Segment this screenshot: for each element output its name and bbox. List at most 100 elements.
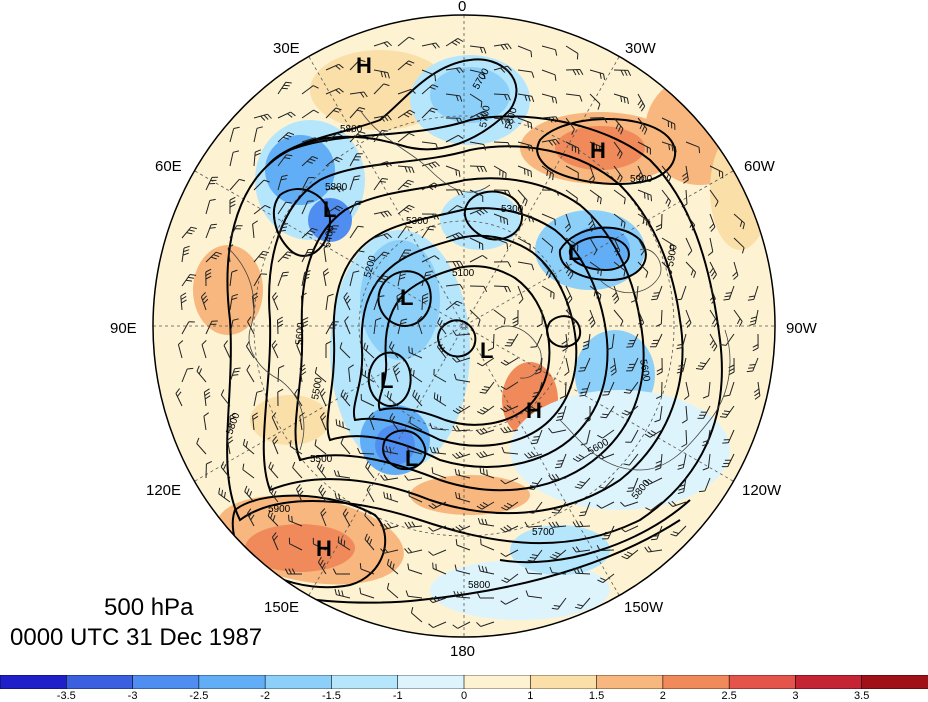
wind-barb-flag	[320, 487, 325, 494]
wind-barb-flag	[348, 364, 354, 369]
wind-barb-flag	[573, 567, 577, 574]
wind-barb-flag	[723, 394, 730, 397]
wind-barb-flag	[264, 204, 271, 209]
wind-barb-flag	[487, 347, 494, 351]
wind-barb-flag	[486, 469, 488, 476]
wind-barb	[469, 111, 483, 119]
wind-barb	[421, 42, 436, 47]
wind-barb-flag	[524, 453, 529, 459]
wind-barb	[565, 93, 580, 97]
wind-barb-flag	[341, 590, 344, 597]
wind-barb	[613, 189, 626, 199]
wind-barb-flag	[518, 298, 524, 304]
wind-barb-flag	[589, 319, 595, 325]
wind-barb-flag	[555, 190, 560, 196]
wind-barb-flag	[479, 209, 485, 215]
wind-barb	[421, 226, 431, 239]
wind-barb-flag	[231, 297, 238, 301]
wind-barb-flag	[597, 434, 603, 439]
wind-barb-flag	[655, 464, 662, 468]
wind-barb-flag	[314, 137, 320, 143]
wind-barb	[709, 309, 718, 323]
wind-barb	[709, 189, 719, 202]
wind-barb-flag	[750, 319, 757, 323]
wind-barb-flag	[617, 125, 622, 132]
wind-barb-flag	[365, 344, 369, 352]
wind-barb-flag	[477, 319, 481, 326]
wind-barb-flag	[300, 367, 306, 373]
wind-barb-flag	[273, 490, 277, 497]
wind-barb	[445, 205, 458, 215]
wind-barb-flag	[422, 296, 429, 300]
wind-barb	[613, 141, 623, 154]
wind-barb	[325, 107, 337, 119]
wind-barb	[685, 309, 692, 324]
wind-barb-flag	[584, 419, 591, 424]
wind-barb-flag	[455, 356, 461, 362]
wind-barb-flag	[476, 429, 482, 435]
wind-barb-flag	[645, 219, 648, 226]
wind-barb	[294, 393, 303, 407]
wind-barb-flag	[599, 453, 605, 459]
contour-label: 5900	[268, 504, 291, 515]
wind-barb-flag	[584, 416, 591, 420]
wind-barb	[349, 272, 354, 287]
wind-barb-flag	[482, 254, 488, 260]
wind-barb-flag	[365, 461, 369, 468]
wind-barb-flag	[455, 452, 461, 458]
lon-label-0: 0	[458, 0, 467, 15]
low-label: L	[405, 446, 418, 471]
wind-barb-flag	[247, 316, 252, 322]
wind-barb-flag	[458, 406, 465, 411]
wind-barb-flag	[558, 412, 565, 415]
wind-barb	[541, 93, 556, 99]
wind-barb-flag	[387, 72, 390, 79]
wind-barb-flag	[479, 408, 486, 413]
wind-barb	[220, 394, 231, 407]
wind-barb	[253, 152, 256, 167]
wind-barb-flag	[357, 133, 364, 137]
wind-barb-flag	[273, 439, 279, 445]
wind-barb-flag	[412, 369, 415, 377]
wind-barb	[533, 501, 543, 514]
wind-barb	[349, 176, 355, 191]
wind-barb	[181, 274, 191, 287]
wind-barb-flag	[459, 284, 464, 290]
wind-barb-flag	[242, 438, 246, 446]
wind-barb-flag	[311, 227, 318, 231]
wind-barb	[630, 429, 639, 443]
wind-barb	[220, 466, 231, 479]
wind-barb-flag	[334, 588, 337, 595]
wind-barb-flag	[506, 502, 513, 507]
wind-barb	[480, 453, 495, 459]
wind-barb	[517, 213, 532, 217]
wind-barb-flag	[198, 368, 203, 375]
wind-barb-flag	[645, 507, 652, 511]
wind-barb-flag	[209, 227, 216, 229]
wind-barb-flag	[606, 347, 613, 351]
wind-barb-flag	[753, 388, 760, 393]
wind-barb-flag	[258, 256, 265, 259]
wind-barb-flag	[677, 491, 684, 495]
wind-barb-flag	[610, 367, 616, 373]
wind-barb	[469, 45, 484, 49]
wind-barb-flag	[619, 153, 623, 159]
wind-barb-flag	[405, 590, 409, 597]
wind-barb	[229, 272, 233, 287]
wind-barb-flag	[507, 65, 512, 71]
wind-barb-flag	[344, 295, 350, 301]
wind-barb-flag	[209, 198, 216, 201]
wind-barb-flag	[314, 366, 318, 374]
wind-barb-flag	[500, 552, 506, 557]
wind-barb-flag	[565, 267, 570, 274]
wind-barb-flag	[234, 367, 241, 370]
wind-barb-flag	[333, 110, 340, 113]
wind-barb-flag	[641, 125, 646, 132]
wind-barb-flag	[429, 446, 433, 453]
wind-barb-flag	[531, 264, 535, 271]
wind-barb-flag	[278, 365, 285, 369]
wind-barb-flag	[553, 605, 560, 607]
wind-barb-flag	[288, 568, 292, 575]
wind-barb-flag	[709, 339, 714, 346]
wind-barb-flag	[458, 524, 464, 530]
